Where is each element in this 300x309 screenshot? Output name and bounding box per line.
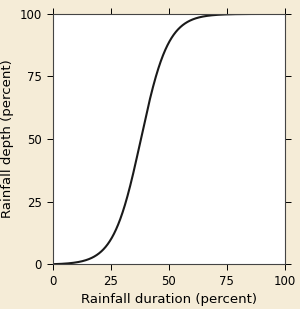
Y-axis label: Rainfall depth (percent): Rainfall depth (percent) xyxy=(1,60,14,218)
X-axis label: Rainfall duration (percent): Rainfall duration (percent) xyxy=(81,293,257,306)
